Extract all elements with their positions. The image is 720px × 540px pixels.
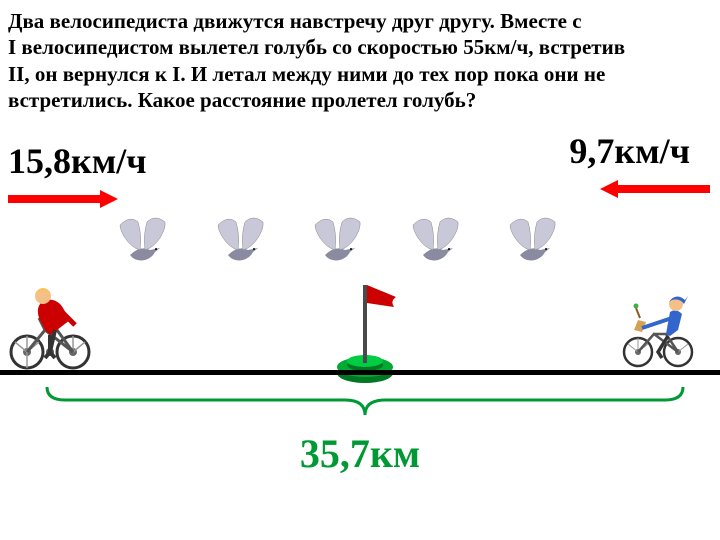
problem-text: Два велосипедиста движутся навстречу дру…: [8, 8, 712, 113]
problem-line-1: Два велосипедиста движутся навстречу дру…: [8, 9, 582, 33]
bird-icon: [208, 210, 278, 275]
bird-icon: [305, 210, 375, 275]
arrow-right-icon: [8, 190, 118, 208]
problem-line-3: II, он вернулся к I. И летал между ними …: [8, 62, 605, 86]
birds-row: [110, 210, 570, 275]
bird-icon: [500, 210, 570, 275]
bird-icon: [403, 210, 473, 275]
problem-line-4: встретились. Какое расстояние пролетел г…: [8, 88, 476, 112]
problem-line-2: I велосипедистом вылетел голубь со скоро…: [8, 35, 625, 59]
cyclist-left-icon: [5, 280, 95, 375]
bird-icon: [110, 210, 180, 275]
speed-right-label: 9,7км/ч: [569, 130, 690, 172]
arrow-left-icon: [600, 180, 710, 198]
cyclist-right-icon: [620, 290, 700, 375]
ground-line: [0, 370, 720, 375]
distance-label: 35,7км: [0, 430, 720, 477]
distance-brace-icon: [45, 385, 685, 420]
speed-left-label: 15,8км/ч: [8, 140, 147, 182]
